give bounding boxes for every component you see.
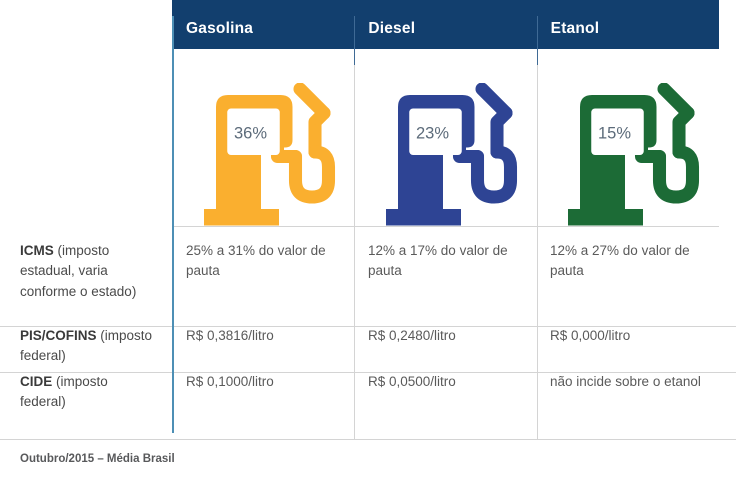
svg-text:15%: 15% bbox=[598, 125, 631, 143]
svg-text:23%: 23% bbox=[416, 125, 449, 143]
svg-text:36%: 36% bbox=[234, 125, 267, 143]
